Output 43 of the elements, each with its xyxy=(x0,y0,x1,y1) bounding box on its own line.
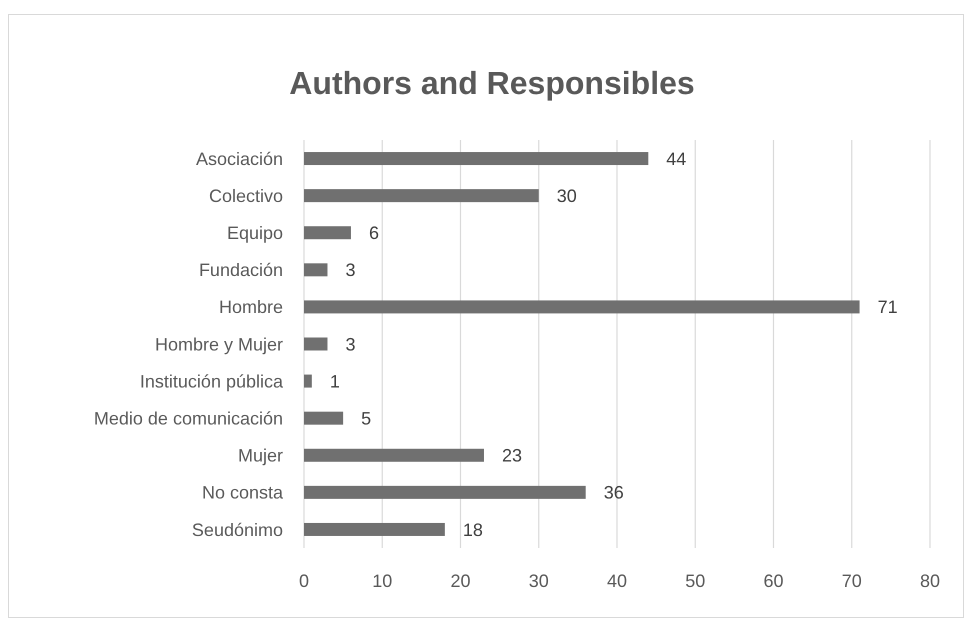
data-label: 5 xyxy=(361,408,372,428)
x-tick-label: 60 xyxy=(763,571,784,591)
x-tick-label: 40 xyxy=(606,571,628,591)
data-label: 30 xyxy=(556,186,577,206)
bar xyxy=(304,263,328,276)
y-tick-label: Medio de comunicación xyxy=(94,408,283,428)
data-label: 23 xyxy=(502,446,522,466)
data-label: 36 xyxy=(604,482,624,503)
y-tick-label: Mujer xyxy=(238,446,283,466)
y-tick-label: Equipo xyxy=(226,223,283,244)
y-tick-label: Colectivo xyxy=(208,186,283,206)
bar xyxy=(304,486,586,499)
data-label: 44 xyxy=(666,148,686,169)
y-tick-label: Institución pública xyxy=(140,371,284,392)
bar xyxy=(304,448,484,462)
y-tick-label: Hombre y Mujer xyxy=(154,334,284,354)
y-tick-label: Hombre xyxy=(218,297,283,318)
y-tick-label: Seudónimo xyxy=(192,520,283,540)
x-tick-label: 80 xyxy=(920,571,940,591)
bar xyxy=(304,226,351,240)
y-tick-label: Asociación xyxy=(196,148,283,169)
chart-title: Authors and Responsibles xyxy=(289,65,695,101)
data-label: 3 xyxy=(345,260,356,280)
x-tick-label: 50 xyxy=(685,571,706,591)
data-label: 18 xyxy=(462,520,483,540)
bar xyxy=(304,189,539,202)
data-label: 1 xyxy=(330,371,340,392)
bar xyxy=(304,300,860,314)
bar xyxy=(304,338,328,350)
x-tick-label: 20 xyxy=(450,571,471,591)
bar xyxy=(304,522,445,536)
data-label: 6 xyxy=(368,223,379,244)
data-label: 3 xyxy=(345,334,356,354)
x-tick-label: 10 xyxy=(372,571,392,591)
bar xyxy=(304,374,312,388)
bar xyxy=(304,152,648,166)
x-tick-label: 30 xyxy=(528,571,549,591)
y-tick-label: Fundación xyxy=(198,260,283,280)
x-tick-label: 0 xyxy=(298,571,310,591)
data-label: 71 xyxy=(878,297,898,318)
x-tick-label: 70 xyxy=(842,571,862,591)
y-tick-label: No consta xyxy=(202,482,284,503)
bar xyxy=(304,412,344,425)
